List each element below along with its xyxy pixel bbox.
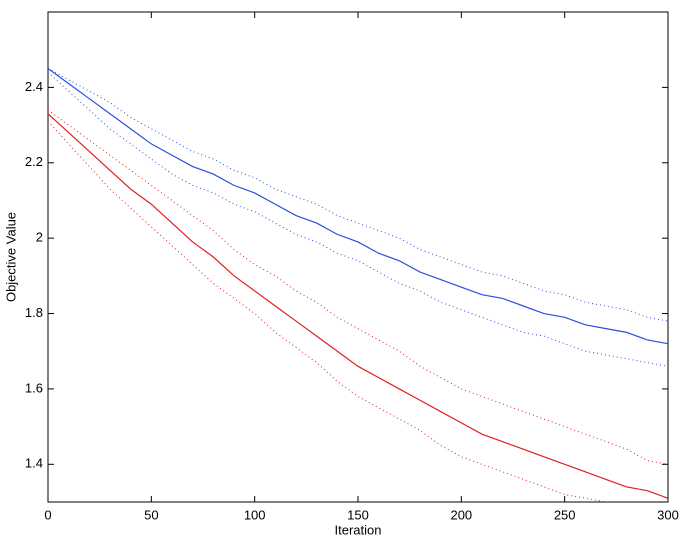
y-tick-label: 2.2 (25, 154, 43, 169)
y-tick-label: 1.4 (25, 456, 43, 471)
y-tick-label: 2.4 (25, 79, 43, 94)
x-tick-label: 200 (450, 507, 472, 522)
plot-frame (47, 11, 669, 503)
y-axis-label: Objective Value (3, 212, 18, 302)
y-tick-label: 1.8 (25, 305, 43, 320)
x-tick-label: 250 (554, 507, 576, 522)
y-tick-label: 2 (36, 230, 43, 245)
mean-line (48, 113, 668, 499)
x-tick-label: 300 (657, 507, 679, 522)
mean-line (48, 68, 668, 345)
plot-area (48, 68, 668, 502)
x-tick-label: 50 (144, 507, 158, 522)
y-tick-label: 1.6 (25, 380, 43, 395)
x-tick-label: 100 (244, 507, 266, 522)
x-tick-label: 150 (347, 507, 369, 522)
x-tick-label: 0 (44, 507, 51, 522)
band-line (48, 109, 668, 465)
x-axis-label: Iteration (335, 522, 382, 537)
